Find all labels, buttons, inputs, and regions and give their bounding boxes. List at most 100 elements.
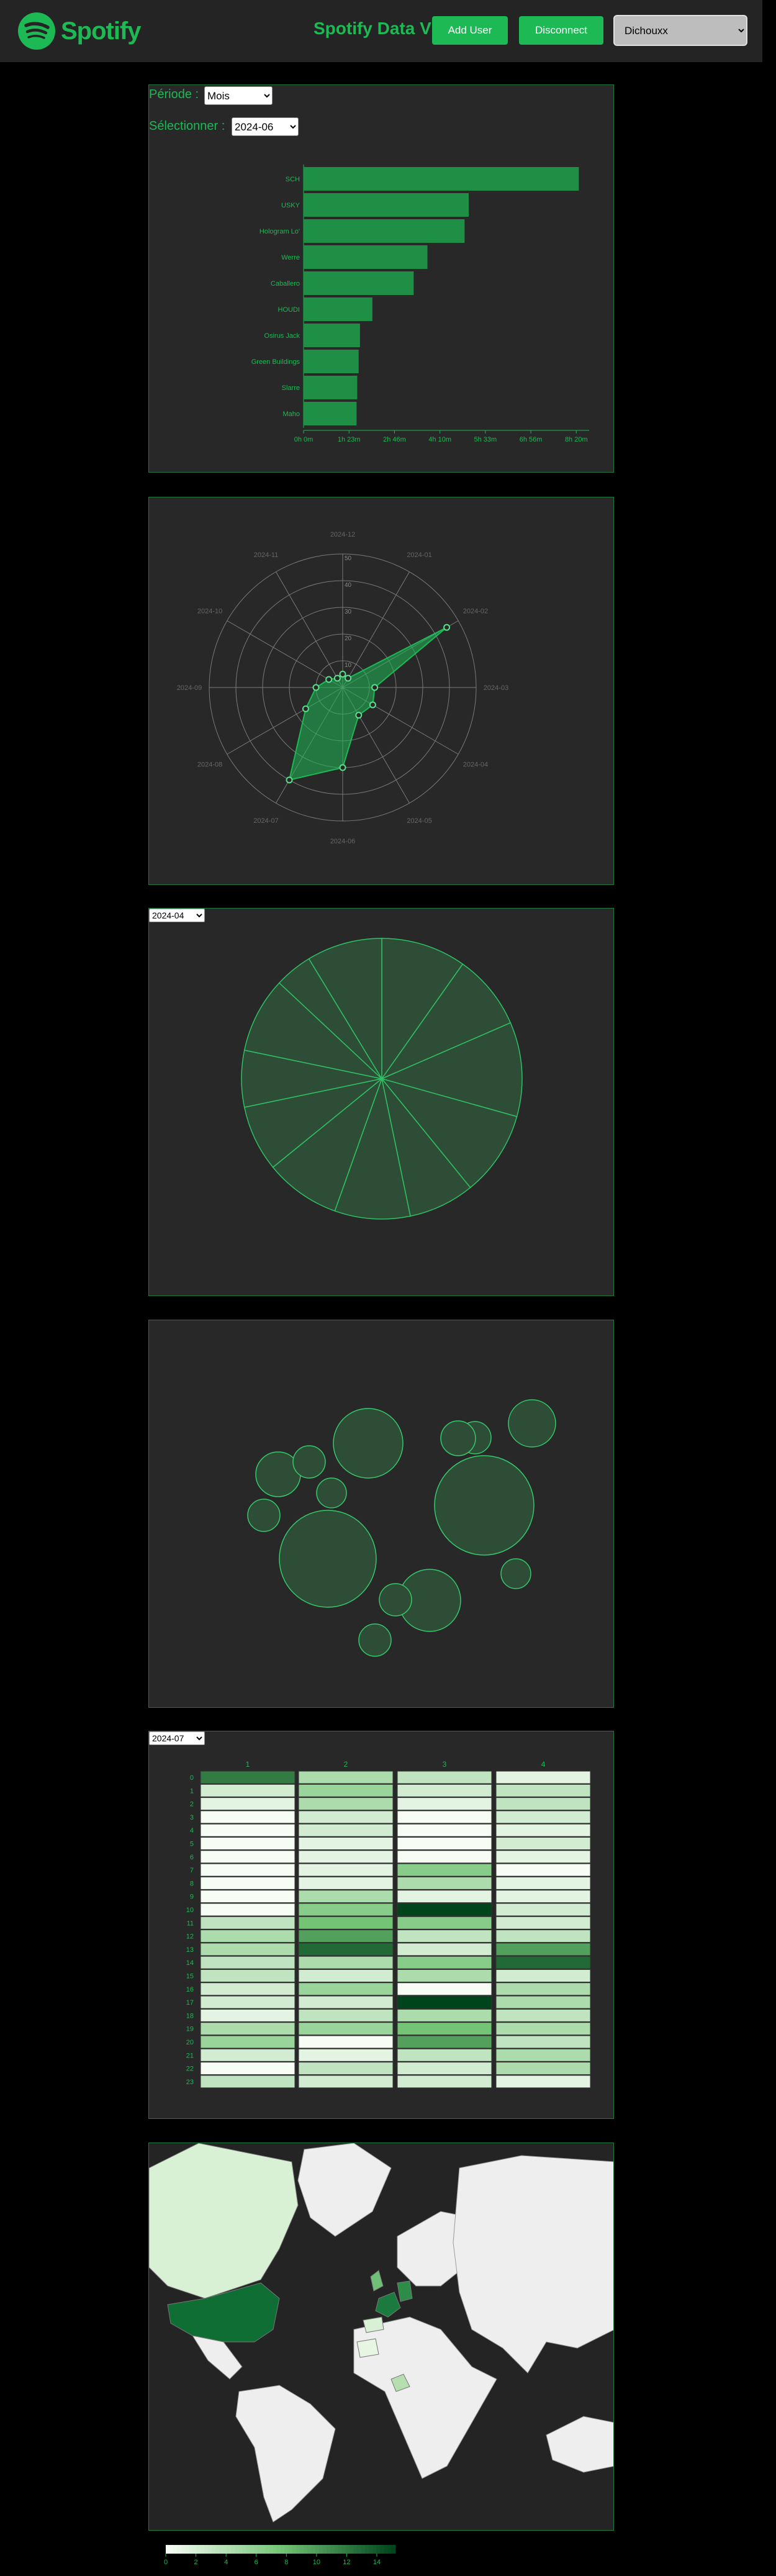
heatmap-cell — [200, 1890, 296, 1903]
radar-axis-label: 2024-03 — [484, 684, 508, 692]
heatmap-cell — [495, 1771, 591, 1784]
heatmap-row-label: 2 — [190, 1801, 194, 1808]
legend-swatch — [315, 2545, 320, 2554]
heatmap-cell — [397, 1903, 492, 1916]
radar-axis-label: 2024-10 — [197, 608, 222, 615]
heatmap-cell — [298, 1797, 394, 1811]
add-user-button[interactable]: Add User — [432, 16, 508, 45]
legend-swatch — [318, 2545, 323, 2554]
radar-axis-label: 2024-06 — [330, 838, 355, 845]
radar-area — [288, 627, 448, 781]
radar-spoke — [342, 571, 410, 688]
heatmap-row-label: 7 — [190, 1867, 194, 1874]
legend-swatch — [380, 2545, 385, 2554]
legend-swatch — [250, 2545, 255, 2554]
legend-tick-label: 2 — [194, 2559, 198, 2566]
heatmap-cell — [495, 1982, 591, 1996]
legend-tick-label: 6 — [255, 2559, 258, 2566]
heatmap-cell — [495, 1943, 591, 1956]
bar-category-label: Osirus Jack — [264, 332, 300, 340]
pie-slice — [272, 1077, 383, 1212]
legend-swatch — [276, 2545, 281, 2554]
legend-swatch — [391, 2545, 396, 2554]
heatmap-cell — [298, 1956, 394, 1969]
heatmap-cell — [298, 1823, 394, 1837]
radar-axis-label: 2024-12 — [330, 531, 355, 538]
heatmap-cell — [200, 1995, 296, 2009]
disconnect-button[interactable]: Disconnect — [519, 16, 603, 45]
heatmap-cell — [298, 1903, 394, 1916]
heatmap-row-label: 20 — [186, 2039, 194, 2046]
heatmap-row-label: 15 — [186, 1973, 194, 1980]
heatmap-cell — [200, 1797, 296, 1811]
heatmap-cell — [200, 1956, 296, 1969]
legend-swatch — [235, 2545, 239, 2554]
radar-axis-label: 2024-05 — [407, 817, 431, 825]
radar-point — [371, 684, 379, 691]
legend-swatch — [184, 2545, 189, 2554]
heatmap-cell — [495, 1823, 591, 1837]
top-bar: Spotify Spotify Data V Add User Disconne… — [0, 0, 762, 62]
legend-swatch — [181, 2545, 186, 2554]
spotify-icon — [18, 12, 55, 50]
heatmap-cell — [495, 2062, 591, 2075]
legend-swatch — [307, 2545, 312, 2554]
heatmap-cell — [298, 1810, 394, 1824]
legend-swatch — [334, 2545, 339, 2554]
period-select[interactable]: Mois — [204, 86, 273, 105]
radar-axis-label: 2024-11 — [254, 551, 279, 559]
heatmap-cell — [495, 1930, 591, 1943]
pie-slice — [334, 1077, 411, 1220]
heatmap-cell — [298, 1943, 394, 1956]
pie-slice — [308, 938, 382, 1081]
heatmap-cell — [495, 1850, 591, 1864]
heatmap-cell — [397, 2048, 492, 2062]
radar-point — [369, 701, 376, 709]
monthly-radar-panel: 10 20 30 40 50 2024-12 2024-01 2024-02 2024-03 20… — [148, 497, 614, 885]
legend-swatch — [350, 2545, 354, 2554]
heatmap-cell — [495, 2035, 591, 2049]
bar-category-label: USKY — [281, 202, 300, 209]
bubble — [500, 1558, 531, 1589]
legend-swatch — [223, 2545, 228, 2554]
x-tick-label: 8h 20m — [565, 436, 588, 443]
legend-swatch — [330, 2545, 335, 2554]
legend-swatch — [238, 2545, 243, 2554]
heatmap-row-label: 6 — [190, 1854, 194, 1861]
heatmap-cell — [200, 1784, 296, 1797]
month-select[interactable]: 2024-06 — [232, 117, 299, 136]
heatmap-row-label: 12 — [186, 1933, 194, 1941]
heatmap-row-label: 22 — [186, 2066, 194, 2073]
heatmap-cell — [495, 1956, 591, 1969]
heatmap-month-select[interactable]: 2024-07 — [149, 1731, 205, 1745]
bar — [304, 193, 469, 217]
heatmap-cell — [397, 2008, 492, 2022]
legend-swatch — [177, 2545, 182, 2554]
heatmap-cell — [298, 1863, 394, 1877]
bar-category-label: SCH — [286, 176, 300, 183]
legend-swatch — [311, 2545, 316, 2554]
pie-slice — [243, 1078, 382, 1168]
monthly-radar-chart: 10 20 30 40 50 2024-12 2024-01 2024-02 2024-03 20… — [177, 531, 508, 845]
pie-month-select[interactable]: 2024-04 — [149, 909, 205, 922]
heatmap-cell — [200, 1863, 296, 1877]
heatmap-cell — [200, 1982, 296, 1996]
radar-ring-label: 10 — [345, 662, 352, 669]
period-label: Période : — [149, 88, 199, 101]
pie-slice — [243, 982, 384, 1080]
bubble — [333, 1408, 404, 1479]
radar-point — [339, 764, 346, 771]
bar — [304, 271, 414, 295]
user-select[interactable]: Dichouxx — [613, 15, 747, 46]
heatmap-cell — [397, 1876, 492, 1890]
radar-axis-label: 2024-01 — [407, 551, 431, 559]
heatmap-cell — [397, 1823, 492, 1837]
heatmap-cell — [298, 2022, 394, 2036]
heatmap-row-label: 13 — [186, 1946, 194, 1954]
spotify-logo: Spotify — [17, 11, 142, 51]
world-map-panel — [148, 2143, 614, 2531]
heatmap-cell — [397, 1995, 492, 2009]
legend-swatch — [242, 2545, 247, 2554]
legend-swatch — [212, 2545, 216, 2554]
legend-swatch — [189, 2545, 193, 2554]
